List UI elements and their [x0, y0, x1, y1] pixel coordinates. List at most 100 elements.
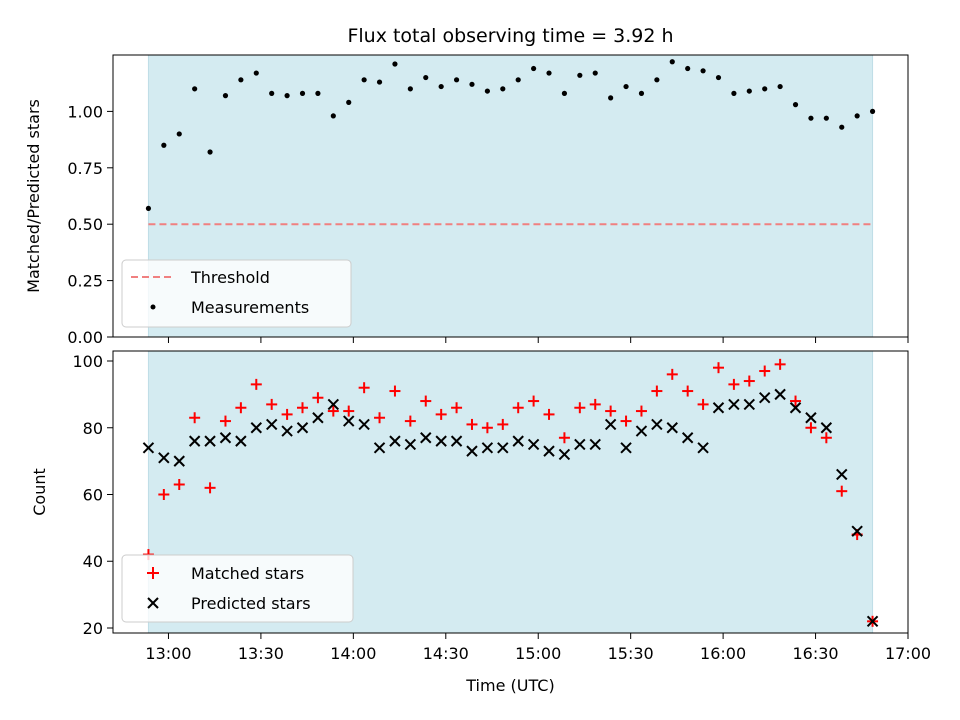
predicted-stars-point [604, 418, 617, 431]
measurements-point [423, 74, 429, 81]
predicted-stars-point [435, 435, 447, 447]
counts-panel-y-axis-label: Count [30, 468, 49, 516]
matched-stars-point [481, 422, 493, 434]
predicted-stars-point [820, 422, 833, 434]
predicted-stars-point [574, 438, 586, 451]
matched-stars-point [651, 385, 663, 397]
matched-stars-point [435, 408, 447, 420]
predicted-stars-point [204, 435, 216, 447]
measurements-point [145, 205, 152, 212]
predicted-stars-point [666, 422, 678, 434]
matched-stars-point [173, 478, 185, 490]
counts-panel-legend: Matched stars Predicted stars [121, 554, 354, 623]
measurements-point [808, 115, 814, 121]
matched-stars-point [204, 482, 216, 494]
predicted-stars-point [373, 442, 386, 454]
predicted-stars-point [851, 525, 863, 537]
matched-stars-point [743, 375, 755, 387]
y-tick-label: 40 [83, 552, 103, 571]
ratio-panel-y-axis-label: Matched/Predicted stars [24, 99, 43, 293]
y-tick-label: 100 [72, 352, 103, 371]
predicted-stars-point [620, 442, 632, 454]
y-tick-label: 20 [83, 619, 103, 638]
matched-stars-point [219, 415, 231, 427]
matched-stars-point [682, 385, 694, 397]
measurements-point [854, 113, 860, 119]
y-tick-label: 0.50 [67, 215, 103, 234]
ratio-panel-marks [145, 59, 876, 226]
matched-stars-point [466, 418, 478, 430]
predicted-stars-point [697, 442, 709, 454]
x-tick-label: 14:00 [330, 644, 376, 663]
predicted-stars-point [527, 438, 540, 451]
matched-stars-point [235, 402, 247, 414]
matched-stars-point [389, 385, 401, 397]
measurements-point [561, 90, 568, 96]
matched-stars-point [250, 378, 262, 390]
predicted-stars-point [651, 418, 663, 431]
predicted-stars-point [712, 402, 725, 414]
ratio-legend-box [121, 259, 352, 328]
predicted-stars-point [420, 432, 432, 444]
x-tick-label: 15:30 [608, 644, 654, 663]
predicted-stars-point [312, 412, 324, 424]
predicted-stars-point [866, 615, 879, 628]
chart-title: Flux total observing time = 3.92 h [347, 25, 673, 47]
predicted-stars-point [481, 442, 494, 454]
predicted-stars-point [789, 402, 802, 414]
matched-stars-point [374, 412, 386, 424]
counts-legend-box [121, 554, 354, 623]
matched-stars-point [512, 402, 524, 414]
matched-stars-point [543, 408, 555, 420]
predicted-stars-point [389, 435, 401, 447]
x-tick-label: 14:30 [423, 644, 469, 663]
measurements-point [161, 142, 167, 148]
x-tick-label: 13:30 [238, 644, 284, 663]
x-tick-label: 16:00 [700, 644, 746, 663]
measurements-point [515, 77, 521, 83]
measurements-point [346, 99, 352, 105]
matched-stars-point [728, 378, 740, 390]
measurements-point [484, 88, 490, 94]
x-axis-label: Time (UTC) [465, 676, 554, 695]
measurements-point [777, 83, 783, 90]
matched-stars-point [620, 415, 632, 427]
y-tick-label: 0.00 [67, 328, 103, 347]
matched-stars-point [327, 405, 339, 417]
measurements-point [192, 86, 198, 92]
ratio-panel-frame [112, 54, 909, 338]
counts-panel: 13:00 13:30 14:00 14:30 15:00 15:30 16:00 16:30… [30, 350, 931, 695]
counts-panel-x-ticks: 13:00 13:30 14:00 14:30 15:00 15:30 16:00 16:30… [145, 633, 931, 663]
ratio-legend-measurements-swatch [150, 304, 156, 310]
measurements-point [731, 90, 737, 96]
matched-stars-point [404, 415, 416, 427]
predicted-stars-point [158, 452, 170, 464]
matched-stars-point [759, 365, 771, 377]
x-tick-label: 17:00 [885, 644, 931, 663]
measurements-point [253, 70, 259, 76]
measurements-point [207, 149, 213, 155]
counts-legend-predicted-label: Predicted stars [191, 594, 311, 613]
measurements-point [654, 77, 660, 83]
measurements-point [715, 74, 722, 81]
measurements-point [453, 77, 460, 83]
predicted-stars-point [543, 445, 555, 457]
y-tick-label: 1.00 [67, 102, 103, 121]
predicted-stars-point [558, 448, 571, 461]
predicted-stars-point [265, 418, 278, 431]
measurements-point [330, 113, 336, 119]
counts-panel-y-ticks: 20 40 60 80 100 [72, 352, 113, 638]
measurements-point [376, 79, 383, 85]
measurements-point [669, 59, 675, 65]
predicted-stars-point [728, 398, 740, 411]
counts-legend-matched-label: Matched stars [191, 564, 304, 583]
measurements-point [546, 70, 552, 76]
measurements-point [685, 65, 691, 72]
predicted-stars-point [188, 435, 201, 447]
matched-stars-point [312, 392, 324, 404]
predicted-stars-point [497, 442, 509, 454]
matched-stars-point [558, 432, 570, 444]
matched-stars-point [574, 402, 586, 414]
predicted-stars-point [512, 435, 524, 447]
measurements-point [792, 102, 799, 108]
